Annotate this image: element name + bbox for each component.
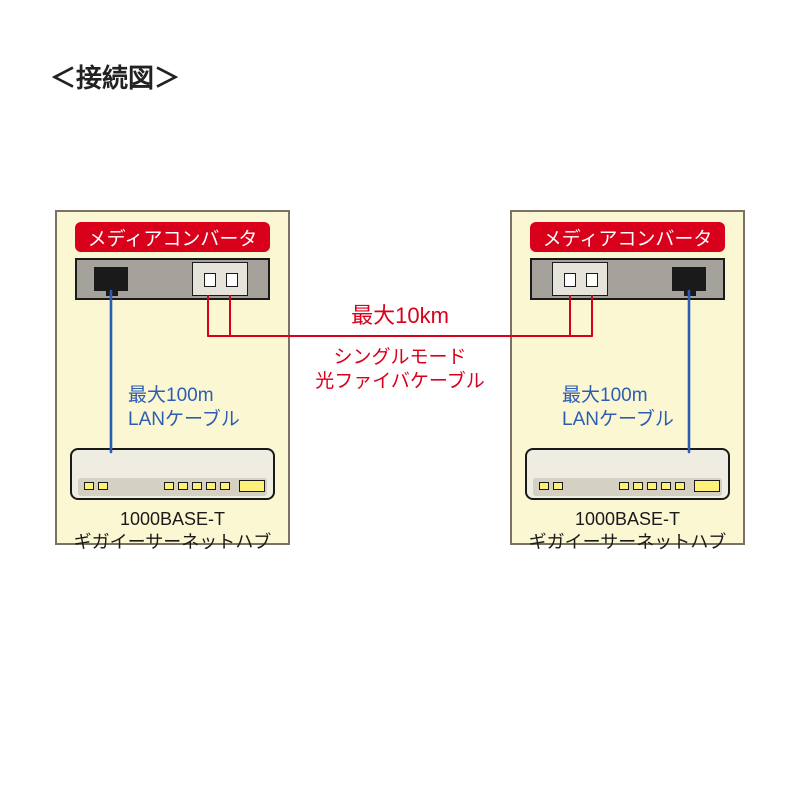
fiber-mode-line2: 光ファイバケーブル [315,371,484,392]
badge-left: メディアコンバータ [75,222,270,252]
switch-label-line2: ギガイーサーネットハブ [529,532,727,552]
optical-port-left [192,262,248,296]
switch-label-line1: 1000BASE-T [575,509,680,529]
optical-hole [204,273,216,287]
lan-label-line2: LANケーブル [128,409,240,430]
fiber-mode-line1: シングルモード [333,347,466,368]
optical-hole [226,273,238,287]
rj45-port-right [672,267,706,291]
diagram-title: ＜接続図＞ [50,58,180,95]
ethernet-hub-right [525,448,730,500]
ethernet-hub-left [70,448,275,500]
switch-label-line2: ギガイーサーネットハブ [74,532,272,552]
optical-hole [564,273,576,287]
fiber-mode-label: シングルモード 光ファイバケーブル [0,346,800,394]
switch-label-right: 1000BASE-T ギガイーサーネットハブ [510,508,745,553]
rj45-port-left [94,267,128,291]
badge-right: メディアコンバータ [530,222,725,252]
optical-port-right [552,262,608,296]
optical-hole [586,273,598,287]
fiber-distance-label: 最大10km [0,302,800,330]
switch-label-line1: 1000BASE-T [120,509,225,529]
switch-label-left: 1000BASE-T ギガイーサーネットハブ [55,508,290,553]
lan-label-line2: LANケーブル [562,409,674,430]
